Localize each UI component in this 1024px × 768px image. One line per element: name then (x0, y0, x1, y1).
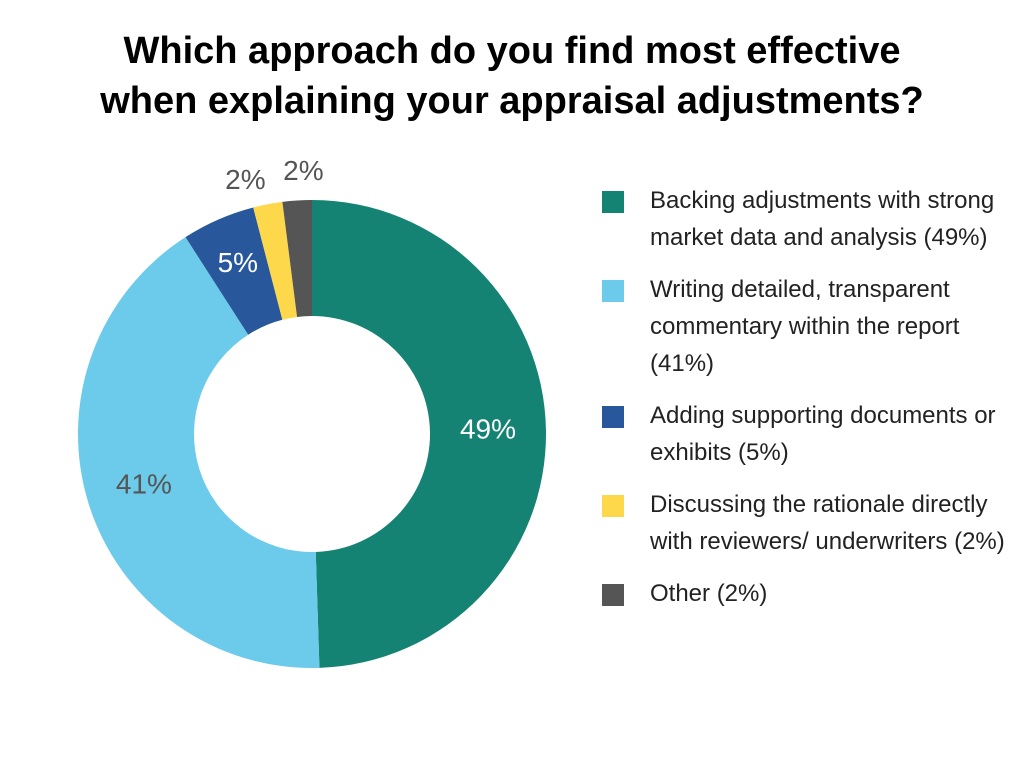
slice-discussing-rationale (253, 201, 298, 320)
legend-label: Writing detailed, transparent commentary… (650, 276, 960, 377)
data-label-supporting-documents: 5% (218, 247, 258, 278)
chart-title-line-1: Which approach do you find most effectiv… (123, 30, 901, 72)
legend-label: Other (2%) (650, 580, 768, 607)
legend-swatch (602, 191, 624, 213)
legend-label: Discussing the rationale directly with r… (650, 491, 1005, 555)
slice-writing-commentary (77, 237, 320, 668)
legend-swatch (602, 495, 624, 517)
legend: Backing adjustments with strong market d… (602, 182, 1012, 627)
donut-slices (77, 200, 547, 668)
legend-item-discussing-rationale: Discussing the rationale directly with r… (602, 486, 1012, 560)
legend-label: Backing adjustments with strong market d… (650, 187, 995, 251)
slice-supporting-documents (185, 207, 283, 335)
data-label-backing-adjustments: 49% (460, 414, 516, 445)
slice-backing-adjustments (312, 200, 547, 668)
data-label-writing-commentary: 41% (116, 469, 172, 500)
legend-swatch (602, 406, 624, 428)
legend-item-other: Other (2%) (602, 575, 1012, 612)
legend-label: Adding supporting documents or exhibits … (650, 402, 996, 466)
legend-item-writing-commentary: Writing detailed, transparent commentary… (602, 271, 1012, 382)
chart-title-line-2: when explaining your appraisal adjustmen… (100, 80, 924, 122)
legend-swatch (602, 584, 624, 606)
donut-labels: 49% 41% 5% 2% 2% (116, 155, 516, 500)
data-label-other: 2% (283, 155, 323, 186)
legend-item-backing-adjustments: Backing adjustments with strong market d… (602, 182, 1012, 256)
chart-title: Which approach do you find most effectiv… (0, 26, 1024, 126)
legend-swatch (602, 280, 624, 302)
legend-item-supporting-documents: Adding supporting documents or exhibits … (602, 397, 1012, 471)
slice-other (282, 200, 312, 317)
data-label-discussing-rationale: 2% (225, 164, 265, 195)
